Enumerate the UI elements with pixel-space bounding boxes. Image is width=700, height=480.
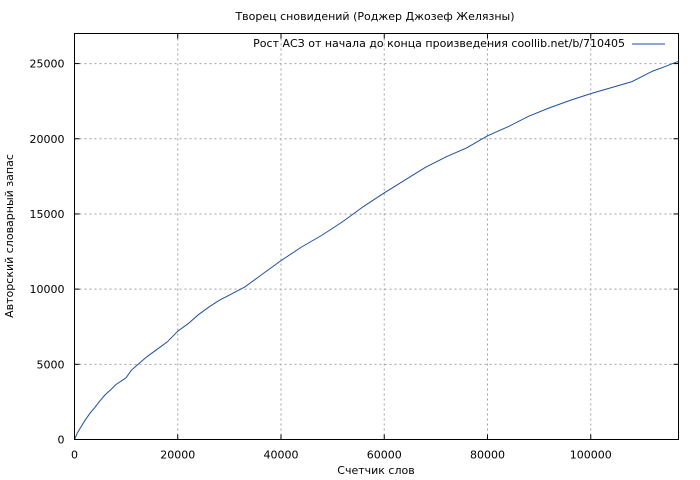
tick-labels: 0 20000 40000 60000 80000 100000 0 5000 10000 150…: [30, 58, 612, 462]
y-tick-label: 15000: [30, 208, 65, 221]
x-tick-label: 0: [71, 449, 78, 462]
x-tick-label: 40000: [263, 449, 298, 462]
x-tick-label: 100000: [570, 449, 612, 462]
series-layer: [74, 60, 679, 440]
y-tick-label: 25000: [30, 58, 65, 71]
y-tick-label: 10000: [30, 283, 65, 296]
x-tick-label: 60000: [367, 449, 402, 462]
y-tick-label: 5000: [37, 358, 65, 371]
x-tick-label: 80000: [470, 449, 505, 462]
x-tick-label: 20000: [160, 449, 195, 462]
y-tick-label: 0: [58, 434, 65, 447]
chart-title: Творец сновидений (Роджер Джозеф Желязны…: [234, 10, 514, 23]
x-axis-label: Счетчик слов: [337, 464, 414, 477]
y-tick-label: 20000: [30, 133, 65, 146]
y-axis-label: Авторский словарный запас: [3, 154, 16, 318]
plot-frame: [74, 33, 679, 440]
legend-label: Рост АСЗ от начала до конца произведения…: [253, 37, 625, 50]
legend: Рост АСЗ от начала до конца произведения…: [253, 37, 665, 50]
grid: [74, 33, 679, 440]
series-line: [74, 60, 679, 440]
